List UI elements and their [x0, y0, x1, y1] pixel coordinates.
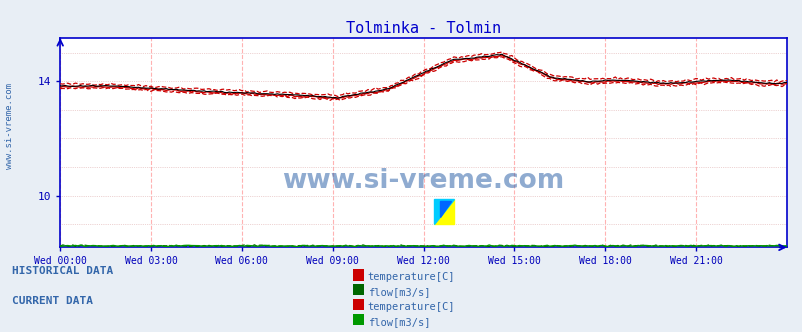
Text: flow[m3/s]: flow[m3/s] [367, 287, 430, 297]
Polygon shape [433, 199, 453, 224]
Polygon shape [439, 201, 450, 217]
Text: temperature[C]: temperature[C] [367, 302, 455, 312]
Text: CURRENT DATA: CURRENT DATA [12, 296, 93, 306]
Text: temperature[C]: temperature[C] [367, 272, 455, 282]
Polygon shape [433, 199, 453, 224]
Text: HISTORICAL DATA: HISTORICAL DATA [12, 266, 113, 276]
Text: www.si-vreme.com: www.si-vreme.com [5, 83, 14, 169]
Text: flow[m3/s]: flow[m3/s] [367, 317, 430, 327]
Text: www.si-vreme.com: www.si-vreme.com [282, 168, 564, 195]
Title: Tolminka - Tolmin: Tolminka - Tolmin [346, 21, 500, 36]
